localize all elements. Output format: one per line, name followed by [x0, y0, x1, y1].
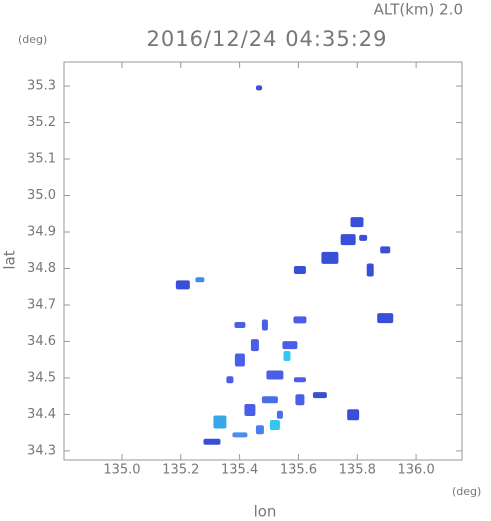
y-tick-label: 35.1 [27, 152, 56, 167]
radar-echo [213, 415, 227, 429]
radar-echo [321, 251, 339, 264]
radar-echo [340, 234, 356, 246]
radar-echo [283, 351, 291, 362]
radar-echo [226, 376, 234, 384]
chart-title: 2016/12/24 04:35:29 [146, 27, 387, 51]
y-tick-label: 34.9 [27, 224, 56, 239]
y-tick-label: 34.7 [27, 297, 56, 312]
x-unit: (deg) [452, 485, 481, 498]
radar-echo [366, 263, 374, 277]
y-tick-label: 35.3 [27, 79, 56, 94]
radar-echo [312, 392, 327, 399]
radar-echo [295, 394, 305, 406]
radar-echo [255, 425, 264, 435]
radar-echo [234, 353, 245, 367]
radar-echo [203, 438, 221, 445]
y-axis-label: lat [1, 250, 19, 269]
y-tick-label: 35.0 [27, 188, 56, 203]
x-tick-label: 135.8 [339, 463, 376, 478]
radar-echo [377, 313, 394, 324]
x-tick-label: 135.6 [280, 463, 317, 478]
radar-echo [232, 432, 248, 438]
y-tick-label: 35.2 [27, 115, 56, 130]
radar-echo [266, 370, 284, 380]
y-tick-label: 34.5 [27, 370, 56, 385]
radar-echo [256, 85, 263, 91]
y-tick-label: 34.6 [27, 334, 56, 349]
x-tick-label: 135.4 [221, 463, 258, 478]
y-tick-label: 34.4 [27, 407, 56, 422]
radar-echo [175, 280, 190, 290]
radar-echo [269, 419, 280, 430]
radar-echo [380, 246, 391, 254]
radar-echo [359, 234, 368, 241]
x-tick-label: 135.0 [103, 463, 140, 478]
annotation: ALT(km) 2.0 [374, 1, 463, 19]
radar-echo [195, 277, 205, 283]
x-tick-label: 135.2 [162, 463, 199, 478]
x-tick-label: 136.0 [398, 463, 435, 478]
y-tick-label: 34.8 [27, 261, 56, 276]
radar-echo [250, 339, 259, 352]
radar-echo [244, 404, 256, 417]
radar-echo [261, 396, 278, 404]
radar-echo [293, 316, 307, 324]
radar-echo [350, 217, 364, 228]
radar-echo [282, 341, 298, 350]
x-axis-label: lon [254, 503, 277, 521]
y-unit: (deg) [18, 33, 47, 46]
radar-echo [347, 409, 360, 421]
radar-echo [293, 377, 306, 383]
radar-echo [261, 319, 268, 331]
y-tick-label: 34.3 [27, 443, 56, 458]
radar-echo [234, 322, 246, 329]
plot-frame [63, 61, 463, 461]
radar-echo [276, 410, 283, 419]
radar-echo [293, 265, 306, 274]
